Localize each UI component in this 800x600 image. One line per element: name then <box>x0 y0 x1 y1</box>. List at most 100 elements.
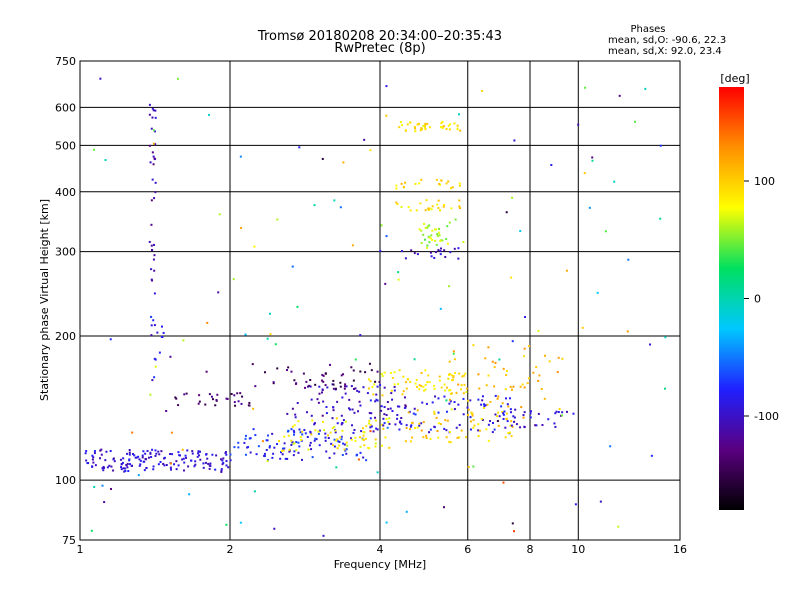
data-point <box>374 445 377 448</box>
data-point <box>343 385 346 388</box>
data-point <box>413 252 416 255</box>
data-point <box>151 116 154 119</box>
data-point <box>458 205 461 208</box>
data-point <box>284 457 287 460</box>
data-point <box>520 406 523 409</box>
data-point <box>649 343 652 346</box>
data-point <box>202 466 205 469</box>
data-point <box>294 382 297 385</box>
data-point <box>407 411 410 414</box>
plot-frame <box>79 60 681 541</box>
data-point <box>322 400 325 403</box>
data-point <box>182 339 185 342</box>
data-point <box>413 407 416 410</box>
data-point <box>498 415 501 418</box>
data-point <box>362 434 365 437</box>
data-point <box>282 447 285 450</box>
data-point <box>433 425 436 428</box>
data-point <box>281 453 284 456</box>
data-point <box>318 392 321 395</box>
data-point <box>313 422 316 425</box>
data-point <box>249 451 252 454</box>
data-point <box>369 430 372 433</box>
data-point <box>290 370 293 373</box>
data-point <box>486 403 489 406</box>
data-point <box>438 379 441 382</box>
data-point <box>112 457 115 460</box>
data-point <box>535 366 538 369</box>
data-point <box>529 412 532 415</box>
data-point <box>463 374 466 377</box>
data-point <box>310 433 313 436</box>
data-point <box>154 191 157 194</box>
data-point <box>555 410 558 413</box>
data-point <box>437 206 440 209</box>
data-point <box>206 457 209 460</box>
data-point <box>305 380 308 383</box>
data-point <box>169 355 172 358</box>
data-point <box>230 393 233 396</box>
data-point <box>293 433 296 436</box>
data-point <box>439 247 442 250</box>
data-point <box>149 393 152 396</box>
data-point <box>467 408 470 411</box>
data-point <box>368 419 371 422</box>
data-point <box>151 151 154 154</box>
data-point <box>128 453 131 456</box>
data-point <box>109 449 112 452</box>
data-point <box>437 422 440 425</box>
data-point <box>581 326 584 329</box>
data-point <box>418 384 421 387</box>
data-point <box>145 467 148 470</box>
data-point <box>155 452 158 455</box>
data-point <box>152 465 155 468</box>
data-point <box>483 403 486 406</box>
data-point <box>198 450 201 453</box>
data-point <box>339 206 342 209</box>
data-point <box>222 461 225 464</box>
data-point <box>383 386 386 389</box>
data-point <box>398 369 401 372</box>
data-point <box>457 383 460 386</box>
data-point <box>405 510 408 513</box>
data-point <box>326 386 329 389</box>
data-point <box>146 449 149 452</box>
data-point <box>333 438 336 441</box>
data-point <box>369 423 372 426</box>
data-point <box>391 376 394 379</box>
data-point <box>150 324 153 327</box>
data-point <box>472 426 475 429</box>
data-point <box>324 436 327 439</box>
data-point <box>152 258 155 261</box>
data-point <box>427 209 430 212</box>
data-point <box>481 418 484 421</box>
data-point <box>361 427 364 430</box>
data-point <box>221 459 224 462</box>
data-point <box>591 159 594 162</box>
data-point <box>457 257 460 260</box>
data-point <box>381 444 384 447</box>
data-point <box>298 428 301 431</box>
data-point <box>565 269 568 272</box>
data-point <box>509 385 512 388</box>
data-point <box>162 331 165 334</box>
data-point <box>439 126 442 129</box>
data-point <box>528 345 531 348</box>
data-point <box>414 427 417 430</box>
data-point <box>292 454 295 457</box>
data-point <box>152 129 155 132</box>
data-point <box>149 452 152 455</box>
data-point <box>487 439 490 442</box>
data-point <box>505 412 508 415</box>
data-point <box>400 182 403 185</box>
data-point <box>375 398 378 401</box>
data-point <box>364 437 367 440</box>
data-point <box>459 207 462 210</box>
data-point <box>357 410 360 413</box>
data-point <box>331 383 334 386</box>
data-point <box>158 351 161 354</box>
data-point <box>445 238 448 241</box>
data-point <box>325 406 328 409</box>
data-point <box>402 375 405 378</box>
data-point <box>175 397 178 400</box>
